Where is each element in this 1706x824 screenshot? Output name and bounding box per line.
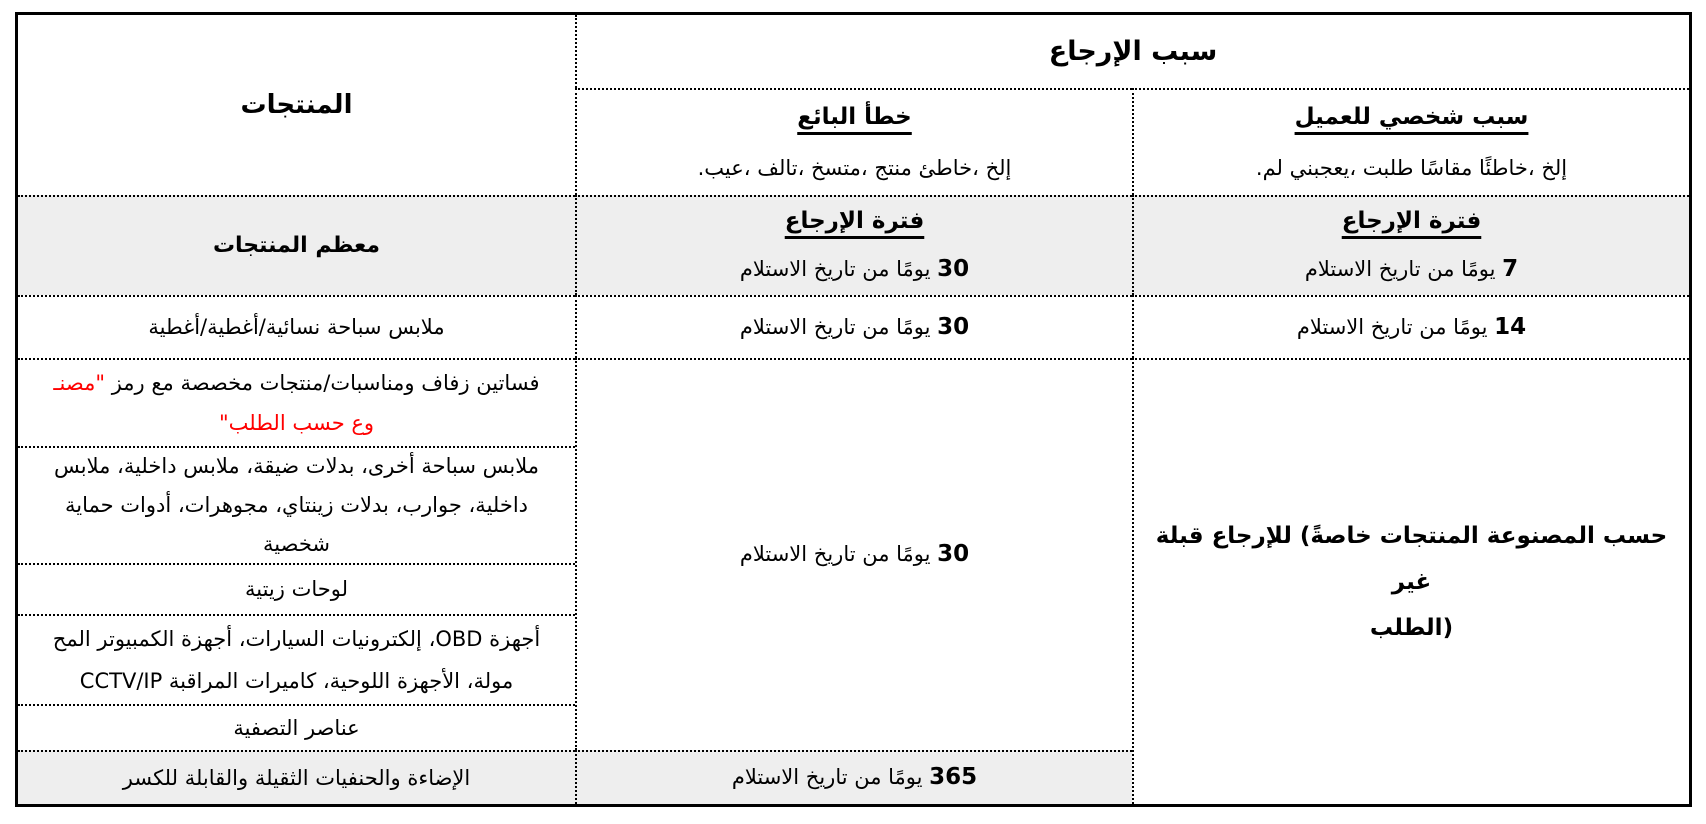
return-period-value: 30 يومًا من تاريخ الاستلام — [740, 537, 969, 573]
swimwear-label: ملابس سباحة نسائية/أغطية/أغطية — [148, 315, 445, 340]
seller-error-description: إلخ ،خاطئ منتج ،متسخ ،تالف ،عيب. — [697, 156, 1012, 181]
return-period-heading: فترة الإرجاع — [784, 208, 925, 235]
cell-return-reason-title: سبب الإرجاع — [575, 15, 1689, 88]
personal-items-line1: ملابس سباحة أخرى، بدلات ضيقة، ملابس داخل… — [53, 454, 540, 478]
personal-items-line2: داخلية، جوارب، بدلات زينتاي، مجوهرات، أد… — [64, 493, 529, 517]
clearance-label: عناصر التصفية — [233, 715, 360, 740]
return-reason-title-label: سبب الإرجاع — [1048, 35, 1218, 67]
cell-lighting-seller-period: 365 يومًا من تاريخ الاستلام — [575, 750, 1132, 804]
personal-items-line3: شخصية — [263, 532, 330, 556]
cell-electronics-label: أجهزة OBD، إلكترونيات السيارات، أجهزة ال… — [18, 614, 575, 704]
cell-swimwear-customer-period: 14 يومًا من تاريخ الاستلام — [1132, 295, 1689, 358]
cell-most-products-customer-period: فترة الإرجاع 7 يومًا من تاريخ الاستلام — [1132, 195, 1689, 295]
cell-nonreturnable: حسب المصنوعة المنتجات خاصةً) للإرجاع قبل… — [1132, 358, 1689, 804]
custom-made-line2-red: وع حسب الطلب" — [218, 411, 375, 435]
cell-most-products-seller-period: فترة الإرجاع 30 يومًا من تاريخ الاستلام — [575, 195, 1132, 295]
custom-made-line1: فساتين زفاف ومناسبات/منتجات مخصصة مع رمز… — [53, 363, 539, 403]
days-suffix: يومًا من تاريخ الاستلام — [739, 257, 938, 281]
cell-most-products-label: معظم المنتجات — [18, 195, 575, 295]
return-period-value: 30 يومًا من تاريخ الاستلام — [740, 252, 969, 288]
days-suffix: يومًا من تاريخ الاستلام — [739, 542, 938, 567]
return-period-heading: فترة الإرجاع — [1341, 208, 1482, 235]
nonreturnable-line1: حسب المصنوعة المنتجات خاصةً) للإرجاع قبل… — [1155, 523, 1668, 595]
return-policy-table: المنتجات سبب الإرجاع خطأ البائع إلخ ،خاط… — [15, 12, 1692, 807]
custom-made-line1-red: "مصنـ — [53, 371, 112, 395]
cell-swimwear-seller-period: 30 يومًا من تاريخ الاستلام — [575, 295, 1132, 358]
days-suffix: يومًا من تاريخ الاستلام — [731, 765, 930, 790]
cell-clearance-label: عناصر التصفية — [18, 704, 575, 750]
cell-custom-made-label: فساتين زفاف ومناسبات/منتجات مخصصة مع رمز… — [18, 358, 575, 446]
days-number: 30 — [937, 313, 970, 340]
cell-customer-reason-header: سبب شخصي للعميل إلخ ،خاطئًا مقاسًا طلبت … — [1132, 88, 1689, 195]
cell-oil-paintings-label: لوحات زيتية — [18, 563, 575, 614]
customer-reason-heading: سبب شخصي للعميل — [1294, 104, 1529, 131]
days-number: 7 — [1502, 256, 1519, 282]
days-number: 30 — [937, 541, 970, 568]
return-period-value: 30 يومًا من تاريخ الاستلام — [740, 310, 969, 346]
most-products-label: معظم المنتجات — [212, 232, 381, 258]
customer-reason-description: إلخ ،خاطئًا مقاسًا طلبت ،يعجبني لم. — [1255, 156, 1568, 181]
cell-swimwear-label: ملابس سباحة نسائية/أغطية/أغطية — [18, 295, 575, 358]
days-suffix: يومًا من تاريخ الاستلام — [1296, 314, 1495, 339]
cell-lighting-label: الإضاءة والحنفيات الثقيلة والقابلة للكسر — [18, 750, 575, 804]
days-number: 365 — [929, 764, 978, 791]
days-suffix: يومًا من تاريخ الاستلام — [739, 314, 938, 339]
days-number: 30 — [937, 256, 970, 282]
seller-error-heading: خطأ البائع — [797, 104, 912, 131]
return-period-value: 365 يومًا من تاريخ الاستلام — [732, 760, 977, 796]
return-period-value: 14 يومًا من تاريخ الاستلام — [1297, 310, 1526, 346]
lighting-label: الإضاءة والحنفيات الثقيلة والقابلة للكسر — [122, 765, 471, 790]
cell-seller-error-header: خطأ البائع إلخ ،خاطئ منتج ،متسخ ،تالف ،ع… — [575, 88, 1132, 195]
electronics-line2: مولة، الأجهزة اللوحية، كاميرات المراقبة … — [79, 669, 514, 693]
return-period-value: 7 يومًا من تاريخ الاستلام — [1305, 252, 1518, 288]
custom-made-line1-black: فساتين زفاف ومناسبات/منتجات مخصصة مع رمز — [111, 371, 540, 395]
cell-merged-seller-period: 30 يومًا من تاريخ الاستلام — [575, 358, 1132, 750]
electronics-line1: أجهزة OBD، إلكترونيات السيارات، أجهزة ال… — [52, 627, 541, 651]
days-number: 14 — [1494, 313, 1527, 340]
cell-products-header: المنتجات — [18, 15, 575, 195]
nonreturnable-line2: (الطلب — [1369, 615, 1454, 641]
products-header-label: المنتجات — [240, 89, 353, 120]
oil-paintings-label: لوحات زيتية — [245, 577, 348, 602]
cell-personal-items-label: ملابس سباحة أخرى، بدلات ضيقة، ملابس داخل… — [18, 446, 575, 563]
days-suffix: يومًا من تاريخ الاستلام — [1304, 257, 1503, 281]
